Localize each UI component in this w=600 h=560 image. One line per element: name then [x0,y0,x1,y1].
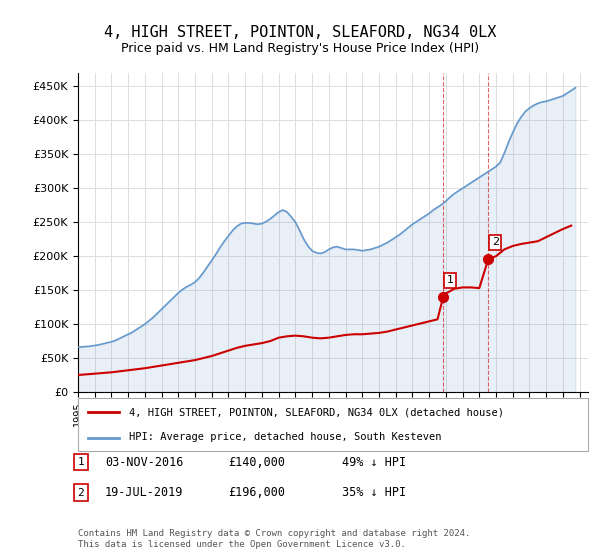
Text: £196,000: £196,000 [228,486,285,500]
Text: HPI: Average price, detached house, South Kesteven: HPI: Average price, detached house, Sout… [129,432,442,442]
Text: 1: 1 [77,457,85,467]
Text: 4, HIGH STREET, POINTON, SLEAFORD, NG34 0LX: 4, HIGH STREET, POINTON, SLEAFORD, NG34 … [104,25,496,40]
FancyBboxPatch shape [78,398,588,451]
Text: 19-JUL-2019: 19-JUL-2019 [105,486,184,500]
Text: 49% ↓ HPI: 49% ↓ HPI [342,455,406,469]
Text: 1: 1 [446,276,454,286]
Text: £140,000: £140,000 [228,455,285,469]
Text: 35% ↓ HPI: 35% ↓ HPI [342,486,406,500]
Text: 03-NOV-2016: 03-NOV-2016 [105,455,184,469]
Text: 4, HIGH STREET, POINTON, SLEAFORD, NG34 0LX (detached house): 4, HIGH STREET, POINTON, SLEAFORD, NG34 … [129,408,504,418]
Text: Contains HM Land Registry data © Crown copyright and database right 2024.
This d: Contains HM Land Registry data © Crown c… [78,529,470,549]
Text: 2: 2 [77,488,85,498]
Text: 2: 2 [491,237,499,248]
Text: Price paid vs. HM Land Registry's House Price Index (HPI): Price paid vs. HM Land Registry's House … [121,42,479,55]
